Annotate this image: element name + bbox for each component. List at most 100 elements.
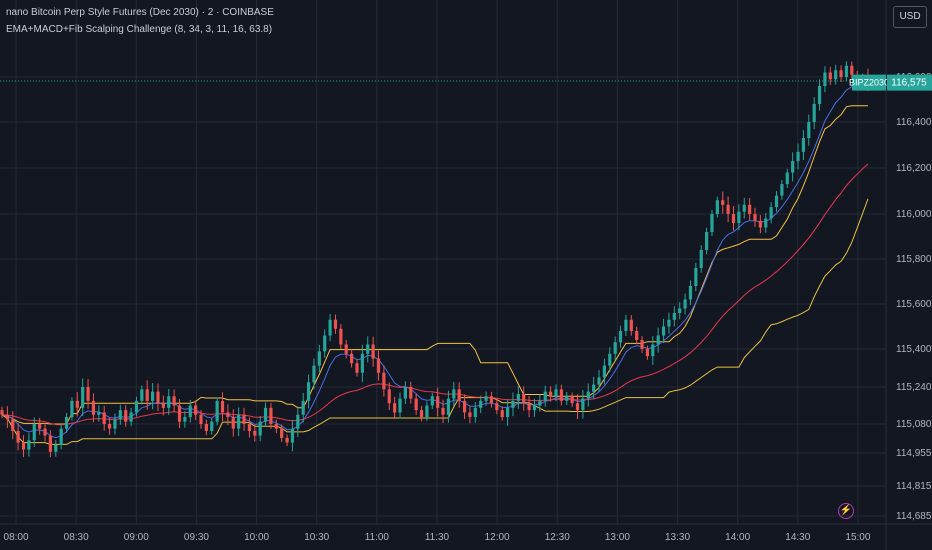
candle-body [705, 232, 709, 250]
candle-body [253, 430, 257, 436]
candle-body [140, 389, 144, 401]
candle-body [323, 335, 327, 352]
candle-body [129, 412, 133, 422]
candle-body [602, 365, 607, 378]
last-price-tag: BIPZ2030 116,575 [849, 74, 932, 91]
candle-body [511, 400, 515, 408]
time-tick-label: 15:00 [845, 532, 870, 543]
symbol-title[interactable]: nano Bitcoin Perp Style Futures (Dec 203… [6, 7, 274, 18]
price-tick-label: 115,800 [896, 254, 932, 265]
candle-body [817, 86, 822, 104]
candle-body [247, 424, 252, 431]
fib-levels [1, 105, 869, 445]
price-tick-label: 115,240 [896, 382, 932, 393]
candle-body [505, 407, 510, 418]
candle-body [656, 335, 660, 345]
time-tick-label: 08:30 [64, 532, 89, 543]
candle-body [651, 344, 655, 357]
candle-body [457, 389, 461, 401]
candle-body [570, 396, 574, 404]
candle-body [769, 207, 773, 219]
candle-body [446, 398, 451, 415]
candle-body [11, 419, 15, 431]
candle-body [796, 151, 800, 162]
candle-body [290, 428, 295, 443]
candle-body [629, 319, 633, 331]
time-tick-label: 14:30 [785, 532, 810, 543]
time-tick-label: 10:30 [304, 532, 329, 543]
candle-body [75, 400, 79, 408]
candle-body [167, 396, 171, 408]
time-tick-label: 11:30 [425, 532, 450, 543]
candle-body [237, 414, 241, 429]
candle-body [161, 403, 165, 408]
candle-body [753, 214, 757, 221]
candle-body [102, 412, 106, 424]
candle-body [32, 424, 36, 441]
candle-body [156, 391, 160, 404]
candle-body [204, 424, 208, 431]
candle-body [807, 122, 811, 139]
indicator-legend[interactable]: EMA+MACD+Fib Scalping Challenge (8, 34, … [6, 24, 273, 35]
fib-lower-line [1, 198, 869, 445]
candle-body [97, 412, 101, 415]
candle-body [0, 410, 4, 415]
candle-body [640, 340, 644, 349]
last-price-symbol-bg [852, 74, 886, 91]
candle-body [581, 398, 585, 411]
ema-fast-line [1, 83, 869, 439]
candle-body [393, 403, 397, 413]
candle-body [737, 211, 741, 223]
price-tick-label: 116,200 [896, 163, 932, 174]
candle-body [597, 377, 601, 385]
candle-body [387, 389, 391, 404]
candle-body [479, 400, 483, 408]
time-tick-label: 10:00 [244, 532, 269, 543]
candle-body [688, 286, 693, 300]
candle-body [350, 353, 354, 364]
candle-body [296, 414, 300, 429]
candle-body [834, 70, 838, 80]
candle-body [731, 214, 736, 223]
candle-body [194, 405, 198, 415]
candle-body [151, 391, 155, 401]
candle-body [183, 417, 187, 422]
candle-body [355, 363, 359, 373]
price-tick-label: 116,400 [896, 117, 932, 128]
candle-body [360, 353, 364, 373]
candle-body [468, 412, 472, 418]
candle-body [317, 351, 321, 366]
candle-body [592, 384, 596, 392]
candle-body [785, 172, 789, 185]
candle-body [462, 400, 467, 413]
grid-lines [0, 0, 886, 524]
candle-body [107, 424, 112, 429]
candle-body [21, 442, 26, 450]
candle-body [333, 319, 338, 329]
lightning-icon[interactable]: ⚡ [838, 503, 854, 519]
candle-body [565, 396, 569, 401]
candle-body [172, 396, 176, 406]
candle-body [828, 72, 832, 80]
candle-body [124, 410, 128, 422]
time-tick-label: 14:00 [725, 532, 750, 543]
candle-body [791, 161, 795, 173]
candle-body [220, 400, 225, 413]
candle-body [721, 200, 725, 205]
candle-body [409, 387, 413, 399]
candle-body [339, 328, 343, 345]
candle-body [699, 250, 703, 268]
time-tick-label: 13:00 [605, 532, 630, 543]
candle-body [500, 410, 504, 418]
candles [0, 61, 870, 458]
candle-body [586, 391, 590, 399]
candle-body [344, 344, 348, 354]
price-tick-label: 115,080 [896, 419, 932, 430]
candle-body [328, 319, 332, 336]
currency-button[interactable]: USD [893, 6, 927, 28]
candle-body [301, 400, 305, 415]
candle-body [54, 444, 58, 452]
time-axis[interactable]: 08:00 08:30 09:00 09:30 10:00 10:30 11:00 11:30… [4, 532, 871, 543]
candle-body [748, 204, 752, 214]
